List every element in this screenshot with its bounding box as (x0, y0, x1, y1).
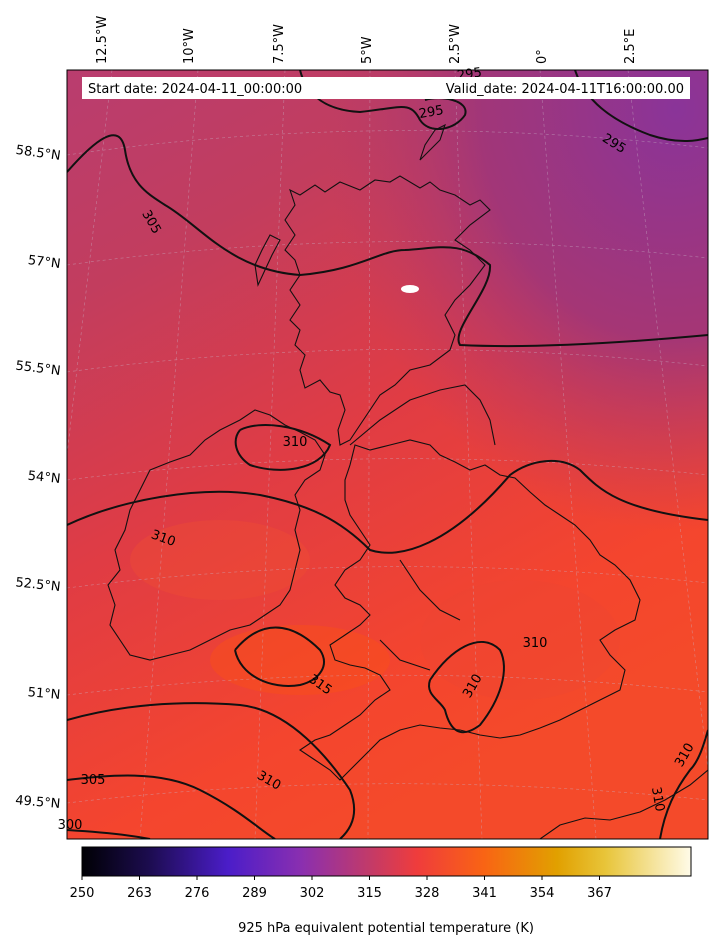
lat-label: 54°N (27, 469, 61, 487)
colorbar-label: 925 hPa equivalent potential temperature… (238, 921, 534, 936)
colorbar-tick-label: 341 (472, 886, 497, 901)
lon-label: 10°W (182, 28, 197, 64)
lon-label: 7.5°W (272, 24, 287, 64)
longitude-labels: 12.5°W 10°W 7.5°W 5°W 2.5°W 0° 2.5°E (95, 16, 638, 64)
date-header-box (82, 77, 690, 99)
colorbar-tick-label: 315 (357, 886, 382, 901)
colorbar-tick-label: 289 (242, 886, 267, 901)
contour-label: 300 (58, 818, 83, 833)
colorbar-tick-label: 263 (127, 886, 152, 901)
colorbar: 250 263 276 289 302 315 328 341 354 367 925 hPa e… (70, 846, 692, 936)
latitude-labels: 58.5°N 57°N 55.5°N 54°N 52.5°N 51°N 49.5… (15, 143, 62, 812)
contour-label: 310 (648, 786, 667, 813)
contour-label: 305 (81, 773, 106, 788)
shetland-orkney-coast (419, 123, 446, 161)
valid-date-label: Valid_date: 2024-04-11T16:00:00.00 (446, 82, 684, 97)
lat-label: 55.5°N (15, 359, 62, 379)
lon-label: 2.5°E (623, 29, 638, 64)
hebrides-coast (254, 234, 281, 287)
england-wales-coast (299, 439, 641, 781)
colorbar-gradient (81, 846, 692, 877)
map-area (67, 70, 708, 839)
coastlines (107, 123, 708, 839)
scotland-coast (284, 175, 491, 446)
contour-label: 295 (418, 103, 445, 122)
colorbar-tick-label: 250 (70, 886, 95, 901)
lon-label: 2.5°W (448, 24, 463, 64)
white-patch (401, 285, 419, 293)
start-date-label: Start date: 2024-04-11_00:00:00 (88, 82, 302, 97)
lon-label: 0° (535, 49, 550, 64)
lon-label: 5°W (360, 36, 375, 64)
france-coast (539, 769, 708, 839)
contour-label: 310 (523, 636, 548, 651)
graticule (67, 70, 708, 839)
map-frame (66, 69, 709, 840)
lat-label: 52.5°N (15, 575, 61, 595)
colorbar-tick-label: 354 (530, 886, 555, 901)
contour-lines (67, 70, 708, 839)
colorbar-tick-label: 367 (587, 886, 612, 901)
lat-label: 51°N (27, 685, 61, 703)
contour-label: 310 (283, 435, 308, 450)
colorbar-tick-label: 276 (185, 886, 210, 901)
lat-label: 49.5°N (15, 793, 61, 812)
borders (349, 384, 496, 671)
lat-label: 58.5°N (15, 143, 62, 164)
ireland-coast (107, 409, 326, 661)
colorbar-ticks: 250 263 276 289 302 315 328 341 354 367 (70, 876, 612, 901)
lon-label: 12.5°W (95, 16, 110, 64)
colorbar-tick-label: 302 (300, 886, 325, 901)
colorbar-tick-label: 328 (415, 886, 440, 901)
lat-label: 57°N (27, 253, 61, 272)
